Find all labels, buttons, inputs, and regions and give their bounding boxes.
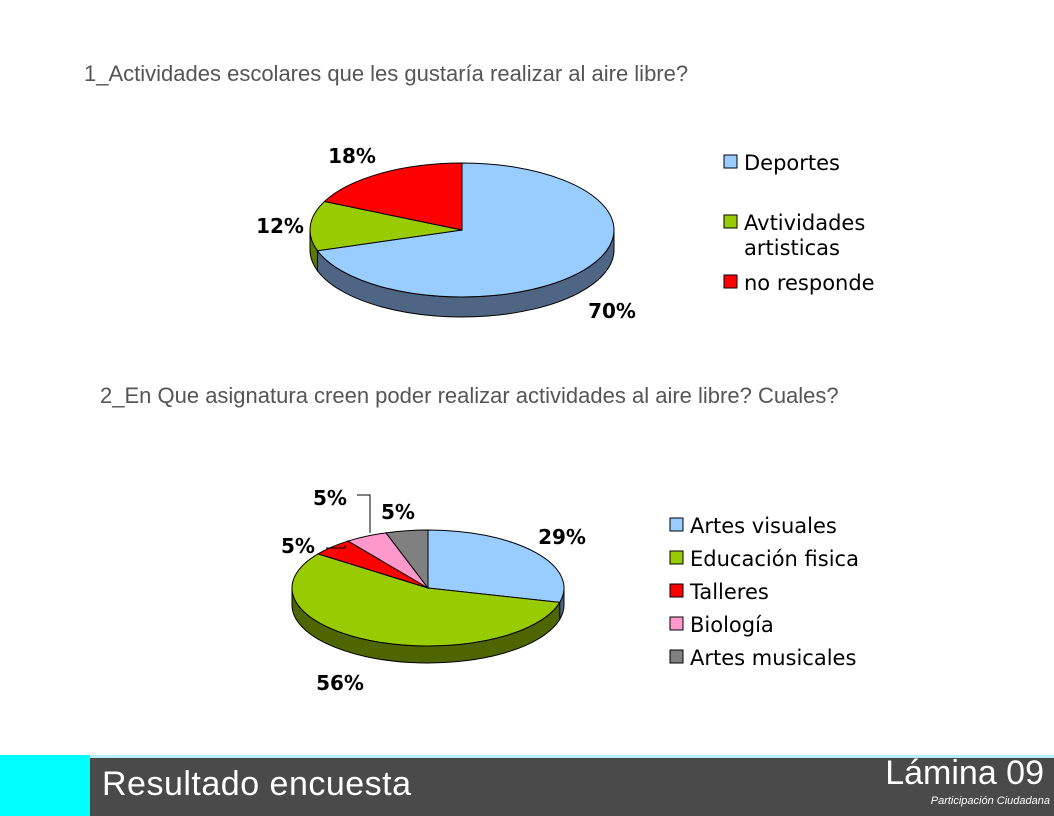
pie-slice-artes-musicales <box>385 529 429 590</box>
legend-label-avtividades-artisticas: Avtividades artisticas <box>744 211 865 260</box>
data-label-artes-musicales: 5% <box>381 500 415 524</box>
data-label-deportes: 70% <box>588 299 636 323</box>
legend-swatch-artes-musicales <box>669 649 684 664</box>
legend-label-deportes: Deportes <box>744 151 840 175</box>
legend-label-talleres: Talleres <box>689 580 769 604</box>
legend-swatch-no-responde <box>723 274 738 289</box>
pie-slice-artes-visuales <box>427 529 565 603</box>
pie-chart-activities: 70% 12% 18% Deportes Avtividades artisticas no… <box>256 144 875 323</box>
pie-slice-educacion-fisica <box>291 553 561 647</box>
question-2-title: 2_En Que asignatura creen poder realizar… <box>100 383 839 408</box>
data-label-educacion-fisica: 56% <box>316 671 364 695</box>
footer-accent <box>0 755 90 816</box>
data-label-talleres: 5% <box>281 534 315 558</box>
pie-chart-subjects: 29% 56% 5% 5% 5% Artes visuales Educación fisi… <box>281 486 859 695</box>
question-1-title: 1_Actividades escolares que les gustaría… <box>84 61 689 86</box>
data-label-biologia: 5% <box>313 486 347 510</box>
legend-swatch-biologia <box>669 616 684 631</box>
legend-label-no-responde: no responde <box>744 271 875 295</box>
leader-line <box>326 545 346 549</box>
footer-bar <box>0 755 1054 816</box>
footer-title: Resultado encuesta <box>102 765 412 803</box>
footer-subtitle: Participación Ciudadana <box>930 795 1050 807</box>
leader-line <box>357 494 371 533</box>
pie-slice-deportes <box>316 162 615 298</box>
data-label-artes-visuales: 29% <box>538 525 586 549</box>
legend-swatch-avtividades-artisticas <box>723 214 738 229</box>
legend-label-artes-musicales: Artes musicales <box>690 646 856 670</box>
legend-label-biologia: Biología <box>690 613 774 637</box>
legend-swatch-artes-visuales <box>669 517 684 532</box>
legend-label-educacion-fisica: Educación fisica <box>690 547 859 571</box>
slide-number: Lámina 09 <box>885 754 1044 792</box>
data-label-no-responde: 18% <box>328 144 376 168</box>
data-label-avtividades-artisticas: 12% <box>256 214 304 238</box>
pie-slice-no-responde <box>323 162 463 231</box>
charts-canvas: 70% 12% 18% Deportes Avtividades artisticas no… <box>256 144 875 695</box>
legend-swatch-educacion-fisica <box>669 550 684 565</box>
legend-label-artes-visuales: Artes visuales <box>690 514 837 538</box>
legend-swatch-talleres <box>669 583 684 598</box>
legend-swatch-deportes <box>723 154 738 169</box>
pie-slice-avtividades-artisticas <box>309 200 463 252</box>
